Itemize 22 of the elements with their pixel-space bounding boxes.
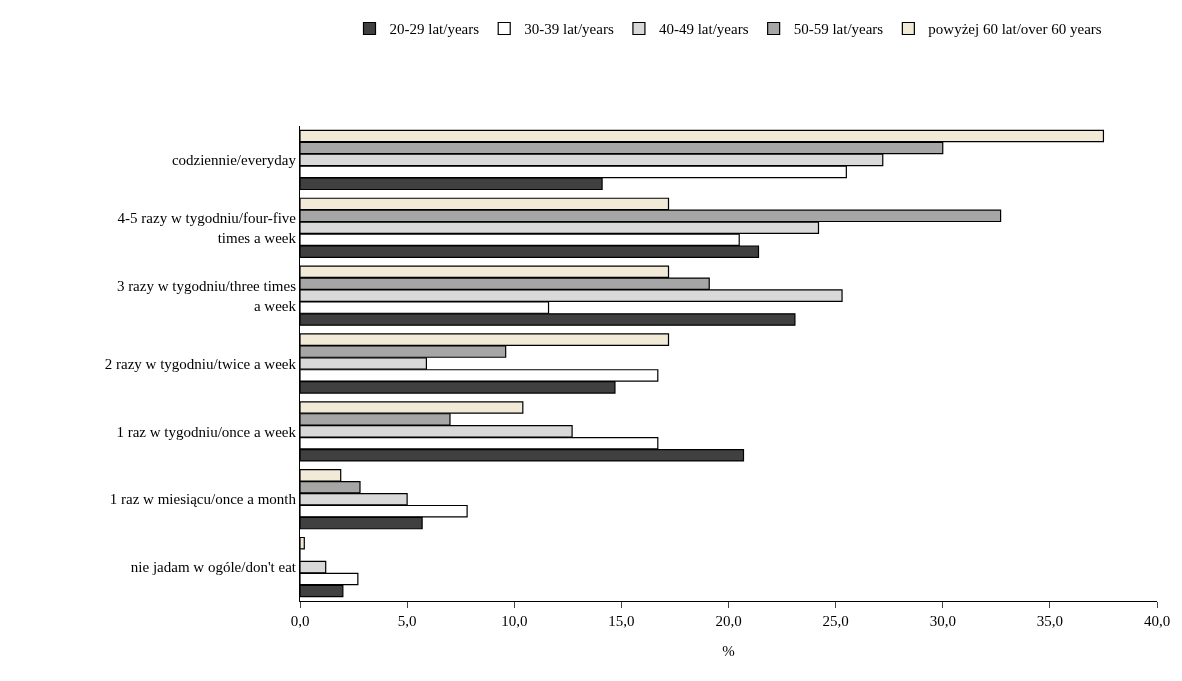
y-tick-label: 1 raz w tygodniu/once a week [116, 423, 297, 440]
x-tick-label: 40,0 [1143, 613, 1171, 629]
x-axis-title: % [722, 643, 735, 659]
legend-label: powyżej 60 lat/over 60 years [928, 21, 1102, 38]
x-tick-label: 35,0 [1036, 613, 1064, 629]
x-tick-label: 15,0 [608, 613, 635, 629]
y-tick-label: 1 raz w miesiącu/once a month [109, 491, 297, 508]
x-tick-label: 10,0 [501, 613, 528, 629]
legend-label: 50-59 lat/years [793, 21, 884, 38]
y-tick-label: 2 razy w tygodniu/twice a week [104, 355, 297, 372]
y-tick-label: codziennie/everyday [171, 152, 297, 169]
x-tick-label: 20,0 [715, 613, 742, 629]
legend-label: 30-39 lat/years [524, 21, 614, 38]
y-tick-label: nie jadam w ogóle/don't eat [130, 559, 297, 576]
legend-label: 40-49 lat/years [658, 21, 749, 38]
x-tick-label: 5,0 [397, 613, 417, 629]
x-tick-label: 0,0 [290, 613, 310, 629]
x-tick-label: 30,0 [929, 613, 956, 629]
y-tick-label: 3 razy w tygodniu/three times a week [116, 278, 297, 314]
x-tick-label: 25,0 [822, 613, 849, 629]
legend-label: 20-29 lat/years [389, 21, 480, 38]
y-tick-label: 4-5 razy w tygodniu/four-five times a week [117, 210, 297, 246]
